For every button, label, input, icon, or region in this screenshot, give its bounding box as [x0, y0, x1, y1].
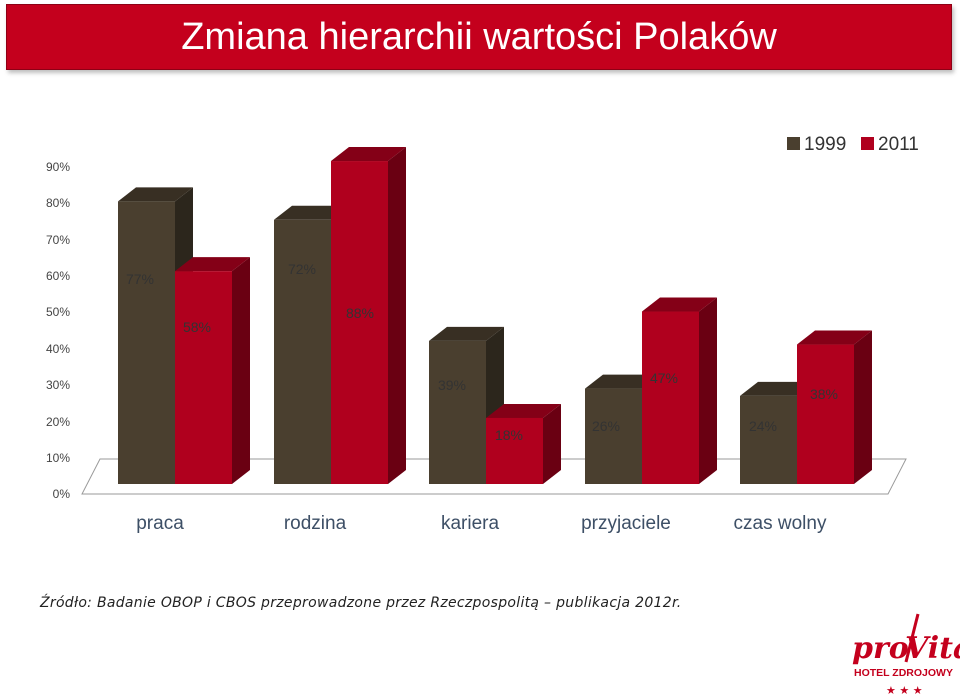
bar-top-2011	[331, 147, 406, 162]
bar-2011-przyjaciele	[642, 311, 699, 484]
legend-swatch-2011	[861, 137, 874, 150]
logo-swash	[904, 613, 920, 663]
category-label: kariera	[441, 513, 500, 534]
logo-text-pro: pro	[852, 631, 909, 666]
bar-top-1999	[118, 187, 193, 202]
legend-label-1999: 1999	[804, 134, 846, 155]
data-label-1999: 72%	[288, 261, 316, 277]
data-label-1999: 24%	[749, 418, 777, 434]
bar-top-1999	[740, 381, 815, 396]
bar-2011-kariera	[486, 417, 543, 484]
bar-side-2011	[232, 257, 250, 484]
logo-subtitle: HOTEL ZDROJOWY	[854, 667, 953, 679]
logo-text-vita: Vita	[905, 631, 960, 666]
source-note: Źródło: Badanie OBOP i CBOS przeprowadzo…	[40, 595, 682, 611]
y-tick-label: 70%	[46, 233, 70, 247]
y-tick-label: 0%	[53, 487, 71, 501]
y-tick-label: 60%	[46, 269, 70, 283]
provita-logo: pro Vita HOTEL ZDROJOWY ★ ★ ★	[852, 613, 960, 697]
bar-top-1999	[585, 374, 660, 389]
y-tick-label: 10%	[46, 451, 70, 465]
data-label-2011: 47%	[650, 370, 678, 386]
bar-top-2011	[175, 257, 250, 272]
title-banner: Zmiana hierarchii wartości Polaków	[6, 4, 952, 70]
bar-side-2011	[699, 297, 717, 484]
bar-1999-rodzina	[274, 219, 331, 484]
data-label-2011: 18%	[495, 427, 523, 443]
bar-1999-czas-wolny	[740, 395, 797, 484]
y-tick-label: 20%	[46, 415, 70, 429]
category-label: przyjaciele	[581, 513, 671, 534]
y-tick-label: 90%	[46, 160, 70, 174]
bar-2011-praca	[175, 271, 232, 484]
category-label: rodzina	[284, 513, 347, 534]
bar-top-1999	[274, 205, 349, 220]
page-title: Zmiana hierarchii wartości Polaków	[181, 16, 777, 58]
y-tick-label: 50%	[46, 305, 70, 319]
bar-side-2011	[854, 330, 872, 484]
bar-top-2011	[642, 297, 717, 312]
y-tick-label: 40%	[46, 342, 70, 356]
data-label-2011: 38%	[810, 386, 838, 402]
data-label-2011: 88%	[346, 305, 374, 321]
data-label-2011: 58%	[183, 319, 211, 335]
y-tick-label: 30%	[46, 378, 70, 392]
bar-top-1999	[429, 326, 504, 341]
bar-2011-rodzina	[331, 161, 388, 485]
y-tick-label: 80%	[46, 196, 70, 210]
legend-swatch-1999	[787, 137, 800, 150]
bar-1999-kariera	[429, 340, 486, 484]
bar-2011-czas-wolny	[797, 344, 854, 484]
logo-stars: ★ ★ ★	[886, 684, 923, 697]
category-label: czas wolny	[734, 513, 827, 534]
bar-1999-przyjaciele	[585, 388, 642, 484]
data-label-1999: 39%	[438, 377, 466, 393]
bar-side-2011	[388, 147, 406, 485]
data-label-1999: 26%	[592, 418, 620, 434]
bar-side-2011	[543, 403, 561, 484]
bar-top-2011	[486, 403, 561, 418]
data-label-1999: 77%	[126, 271, 154, 287]
bar-top-2011	[797, 330, 872, 345]
category-label: praca	[136, 513, 184, 534]
legend-label-2011: 2011	[878, 134, 919, 155]
bar-1999-praca	[118, 201, 175, 484]
